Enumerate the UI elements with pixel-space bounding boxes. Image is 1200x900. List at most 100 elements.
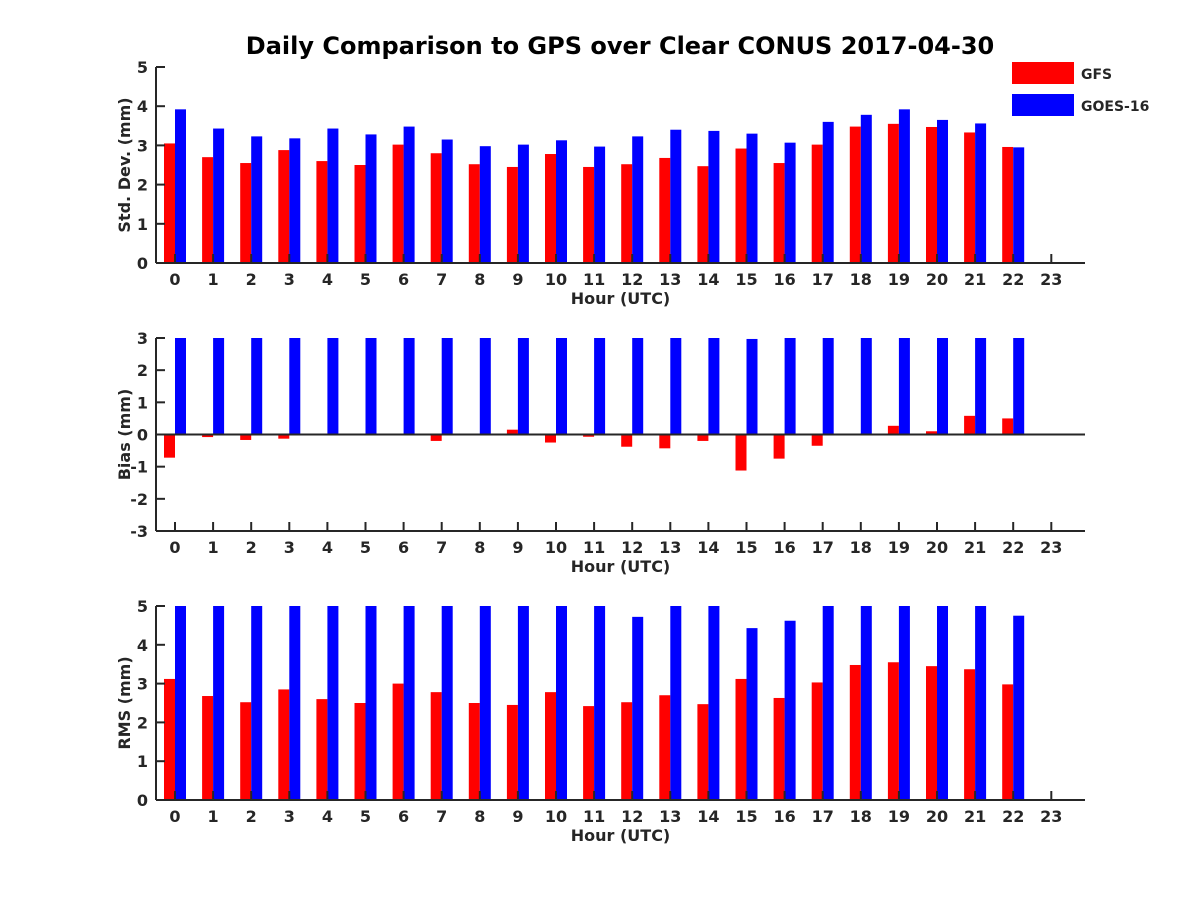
bar-goes16-8 xyxy=(479,606,491,800)
bar-gfs-5 xyxy=(354,165,366,263)
x-tick-label: 5 xyxy=(360,807,371,826)
bar-goes16-11 xyxy=(594,146,606,263)
x-tick-label: 14 xyxy=(697,538,719,557)
bar-gfs-13 xyxy=(659,157,671,263)
x-tick-label: 10 xyxy=(545,270,567,289)
y-tick-label: 3 xyxy=(137,136,148,155)
bar-gfs-22 xyxy=(1002,418,1014,435)
legend-label-gfs: GFS xyxy=(1081,67,1112,83)
bar-gfs-6 xyxy=(392,144,404,263)
x-tick-label: 7 xyxy=(436,538,447,557)
x-tick-label: 6 xyxy=(398,807,409,826)
bar-gfs-21 xyxy=(964,132,976,263)
bar-goes16-21 xyxy=(975,338,987,435)
bar-gfs-22 xyxy=(1002,684,1014,800)
bar-goes16-21 xyxy=(975,606,987,800)
x-tick-label: 8 xyxy=(474,807,485,826)
y-tick-label: 5 xyxy=(137,58,148,77)
bar-gfs-18 xyxy=(849,126,861,263)
bar-goes16-18 xyxy=(860,338,872,435)
y-tick-label: 0 xyxy=(137,254,148,273)
bar-gfs-2 xyxy=(240,163,252,263)
bar-goes16-14 xyxy=(708,130,720,263)
y-tick-label: 2 xyxy=(137,713,148,732)
x-tick-label: 23 xyxy=(1040,807,1062,826)
y-axis-label: Std. Dev. (mm) xyxy=(115,97,134,232)
x-tick-label: 6 xyxy=(398,270,409,289)
x-tick-label: 18 xyxy=(850,538,872,557)
bar-gfs-12 xyxy=(621,702,633,800)
bar-gfs-22 xyxy=(1002,146,1014,263)
x-tick-label: 8 xyxy=(474,270,485,289)
bar-goes16-16 xyxy=(784,142,796,263)
x-tick-label: 4 xyxy=(322,807,333,826)
bar-gfs-16 xyxy=(773,434,785,459)
bar-goes16-15 xyxy=(746,628,758,800)
bar-gfs-5 xyxy=(354,703,366,800)
bar-gfs-9 xyxy=(506,704,518,800)
x-tick-label: 3 xyxy=(284,270,295,289)
x-tick-label: 23 xyxy=(1040,270,1062,289)
x-tick-label: 12 xyxy=(621,807,643,826)
bar-goes16-21 xyxy=(975,123,987,263)
bar-goes16-7 xyxy=(441,338,453,435)
bar-goes16-17 xyxy=(822,121,834,263)
bar-gfs-20 xyxy=(926,666,937,800)
bar-goes16-20 xyxy=(937,606,948,800)
x-tick-label: 16 xyxy=(773,807,795,826)
bar-gfs-17 xyxy=(811,682,823,800)
x-tick-label: 13 xyxy=(659,538,681,557)
y-tick-label: 4 xyxy=(137,636,148,655)
bar-goes16-18 xyxy=(860,606,872,800)
x-tick-label: 11 xyxy=(583,538,605,557)
bar-gfs-10 xyxy=(545,434,556,443)
bar-gfs-19 xyxy=(887,662,899,800)
bar-gfs-17 xyxy=(811,434,823,446)
bar-gfs-8 xyxy=(468,164,480,263)
bar-gfs-14 xyxy=(697,166,709,263)
bar-goes16-15 xyxy=(746,338,758,435)
bar-goes16-3 xyxy=(289,338,301,435)
bar-goes16-8 xyxy=(479,338,491,435)
y-tick-label: 1 xyxy=(137,215,148,234)
bar-goes16-4 xyxy=(327,128,339,263)
x-tick-label: 0 xyxy=(169,538,180,557)
bar-goes16-1 xyxy=(213,338,225,435)
x-tick-label: 10 xyxy=(545,538,567,557)
bar-goes16-19 xyxy=(898,338,910,435)
bar-goes16-12 xyxy=(632,616,644,800)
x-tick-label: 19 xyxy=(888,807,910,826)
bar-goes16-2 xyxy=(251,136,263,263)
bar-gfs-0 xyxy=(164,678,175,800)
x-tick-label: 19 xyxy=(888,538,910,557)
bar-gfs-15 xyxy=(735,434,747,471)
bar-gfs-16 xyxy=(773,163,785,263)
y-tick-label: -2 xyxy=(130,490,148,509)
x-tick-label: 12 xyxy=(621,538,643,557)
x-tick-label: 0 xyxy=(169,807,180,826)
x-tick-label: 7 xyxy=(436,270,447,289)
x-tick-label: 17 xyxy=(812,270,834,289)
bar-gfs-4 xyxy=(316,161,328,263)
bar-goes16-6 xyxy=(403,338,415,435)
x-tick-label: 16 xyxy=(773,270,795,289)
x-tick-label: 15 xyxy=(735,807,757,826)
bar-goes16-11 xyxy=(594,606,606,800)
x-tick-label: 20 xyxy=(926,270,948,289)
legend-swatch-gfs xyxy=(1012,62,1074,84)
x-tick-label: 9 xyxy=(512,538,523,557)
x-tick-label: 23 xyxy=(1040,538,1062,557)
x-tick-label: 16 xyxy=(773,538,795,557)
y-tick-label: 1 xyxy=(137,393,148,412)
bar-gfs-9 xyxy=(506,166,518,263)
bar-goes16-22 xyxy=(1013,338,1025,435)
bar-goes16-12 xyxy=(632,136,644,263)
x-tick-label: 22 xyxy=(1002,807,1024,826)
x-tick-label: 18 xyxy=(850,807,872,826)
bar-gfs-3 xyxy=(278,434,290,439)
bar-goes16-6 xyxy=(403,606,415,800)
